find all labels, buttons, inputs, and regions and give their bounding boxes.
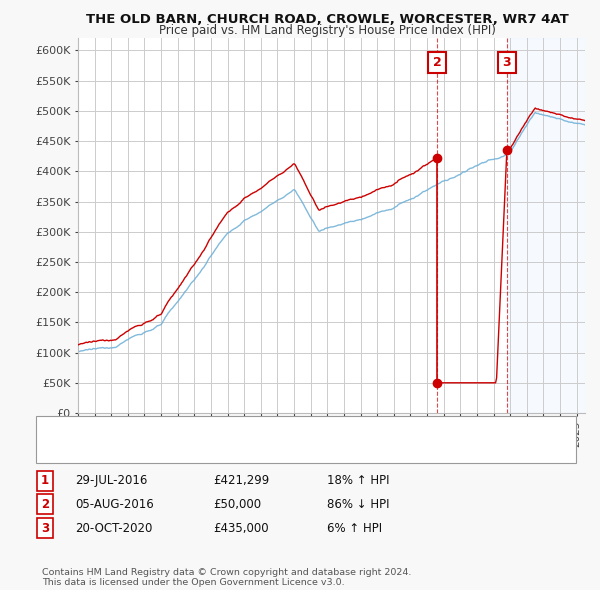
Text: £50,000: £50,000 bbox=[213, 498, 261, 511]
Text: Price paid vs. HM Land Registry's House Price Index (HPI): Price paid vs. HM Land Registry's House … bbox=[158, 24, 496, 37]
Text: 2: 2 bbox=[41, 498, 49, 511]
Text: £435,000: £435,000 bbox=[213, 522, 269, 535]
Text: 05-AUG-2016: 05-AUG-2016 bbox=[75, 498, 154, 511]
Text: 1: 1 bbox=[41, 474, 49, 487]
Text: 2: 2 bbox=[433, 56, 442, 69]
Text: THE OLD BARN, CHURCH ROAD, CROWLE, WORCESTER, WR7 4AT: THE OLD BARN, CHURCH ROAD, CROWLE, WORCE… bbox=[86, 13, 568, 26]
Text: Contains HM Land Registry data © Crown copyright and database right 2024.
This d: Contains HM Land Registry data © Crown c… bbox=[42, 568, 412, 587]
Text: 29-JUL-2016: 29-JUL-2016 bbox=[75, 474, 148, 487]
Text: 3: 3 bbox=[41, 522, 49, 535]
Text: HPI: Average price, detached house, Wychavon: HPI: Average price, detached house, Wych… bbox=[81, 445, 317, 455]
Text: 20-OCT-2020: 20-OCT-2020 bbox=[75, 522, 152, 535]
Text: 3: 3 bbox=[503, 56, 511, 69]
Text: 6% ↑ HPI: 6% ↑ HPI bbox=[327, 522, 382, 535]
Text: £421,299: £421,299 bbox=[213, 474, 269, 487]
Bar bbox=[507, 38, 585, 413]
Text: THE OLD BARN, CHURCH ROAD, CROWLE, WORCESTER, WR7 4AT (detached house): THE OLD BARN, CHURCH ROAD, CROWLE, WORCE… bbox=[81, 424, 497, 434]
Text: 86% ↓ HPI: 86% ↓ HPI bbox=[327, 498, 389, 511]
Text: 18% ↑ HPI: 18% ↑ HPI bbox=[327, 474, 389, 487]
